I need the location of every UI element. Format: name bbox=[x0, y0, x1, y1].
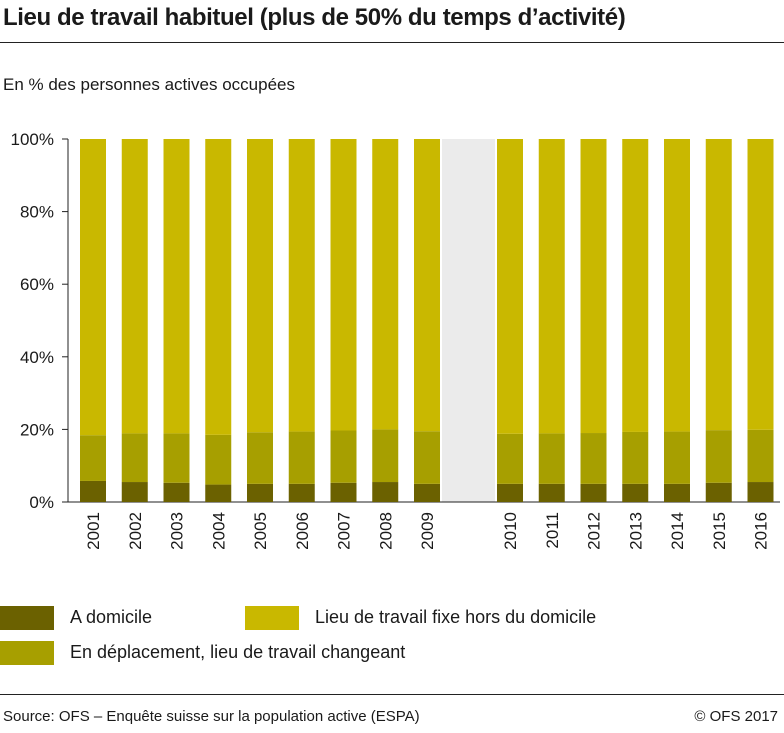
bar-segment-en-deplacement-2001 bbox=[80, 435, 106, 481]
bar-segment-lieu-fixe-2009 bbox=[414, 139, 440, 432]
x-tick-label-2007: 2007 bbox=[335, 512, 354, 550]
x-tick-label-2008: 2008 bbox=[376, 512, 395, 550]
bar-segment-a-domicile-2006 bbox=[288, 483, 315, 502]
x-tick-label-2005: 2005 bbox=[251, 512, 270, 550]
bar-segment-en-deplacement-2005 bbox=[247, 432, 273, 484]
y-tick-label: 100% bbox=[11, 130, 54, 149]
bar-segment-a-domicile-2012 bbox=[580, 483, 607, 502]
bar-segment-en-deplacement-2002 bbox=[121, 433, 148, 483]
bar-segment-en-deplacement-2013 bbox=[622, 431, 649, 484]
series-break-band bbox=[442, 139, 495, 502]
bar-segment-a-domicile-2010 bbox=[497, 483, 523, 502]
bar-segment-en-deplacement-2003 bbox=[163, 433, 190, 483]
x-tick-label-2013: 2013 bbox=[626, 512, 645, 550]
legend-swatch-en-deplacement bbox=[0, 641, 54, 665]
bar-segment-lieu-fixe-2015 bbox=[705, 139, 732, 431]
x-tick-label-2010: 2010 bbox=[501, 512, 520, 550]
footer-divider bbox=[0, 694, 784, 695]
legend-label-lieu-fixe: Lieu de travail fixe hors du domicile bbox=[315, 607, 597, 627]
legend-swatch-a-domicile bbox=[0, 606, 54, 630]
y-tick-label: 60% bbox=[20, 275, 54, 294]
bar-segment-lieu-fixe-2004 bbox=[205, 139, 232, 435]
legend-label-en-deplacement: En déplacement, lieu de travail changean… bbox=[70, 642, 406, 662]
bar-segment-lieu-fixe-2001 bbox=[80, 139, 106, 436]
bar-segment-a-domicile-2004 bbox=[205, 484, 232, 502]
stacked-bar-chart: 0% 20% 40% 60% 80% 100% 2001 2002 2003 2004 2005 20… bbox=[11, 130, 780, 550]
x-tick-label-2009: 2009 bbox=[418, 512, 437, 550]
legend-swatch-lieu-fixe bbox=[245, 606, 299, 630]
bar-segment-a-domicile-2009 bbox=[414, 483, 440, 502]
bar-segment-en-deplacement-2009 bbox=[414, 431, 440, 484]
bar-segment-en-deplacement-2015 bbox=[705, 430, 732, 483]
bar-segment-lieu-fixe-2008 bbox=[372, 139, 399, 430]
y-tick-label: 20% bbox=[20, 420, 54, 439]
bar-segment-a-domicile-2014 bbox=[664, 483, 690, 502]
bar-segment-lieu-fixe-2012 bbox=[580, 139, 607, 434]
bar-segment-lieu-fixe-2006 bbox=[288, 139, 315, 432]
x-tick-label-2014: 2014 bbox=[668, 512, 687, 550]
title-divider bbox=[0, 42, 784, 43]
bar-segment-a-domicile-2015 bbox=[705, 482, 732, 502]
x-tick-label-2011: 2011 bbox=[543, 512, 562, 549]
bar-segment-en-deplacement-2016 bbox=[747, 429, 774, 483]
bar-segment-a-domicile-2007 bbox=[330, 482, 357, 502]
x-tick-label-2015: 2015 bbox=[710, 512, 729, 550]
bar-segment-a-domicile-2003 bbox=[163, 482, 190, 502]
bar-segment-en-deplacement-2012 bbox=[580, 433, 607, 484]
bar-segment-a-domicile-2002 bbox=[121, 482, 148, 502]
chart-title: Lieu de travail habituel (plus de 50% du… bbox=[3, 4, 626, 31]
y-tick-label: 0% bbox=[29, 493, 54, 512]
x-tick-label-2006: 2006 bbox=[293, 512, 312, 550]
bar-segment-lieu-fixe-2003 bbox=[163, 139, 190, 434]
y-tick-label: 40% bbox=[20, 348, 54, 367]
bar-segment-lieu-fixe-2007 bbox=[330, 139, 357, 431]
bar-segment-lieu-fixe-2002 bbox=[121, 139, 148, 434]
x-tick-label-2003: 2003 bbox=[168, 512, 187, 550]
x-tick-label-2016: 2016 bbox=[752, 512, 771, 550]
bar-segment-lieu-fixe-2013 bbox=[622, 139, 649, 432]
bar-segment-lieu-fixe-2010 bbox=[497, 139, 523, 434]
bar-segment-lieu-fixe-2011 bbox=[538, 139, 565, 434]
x-tick-label-2012: 2012 bbox=[585, 512, 604, 550]
bar-segment-en-deplacement-2008 bbox=[372, 429, 399, 483]
copyright-note: © OFS 2017 bbox=[694, 708, 778, 725]
bar-segment-en-deplacement-2006 bbox=[288, 431, 315, 484]
bar-segment-en-deplacement-2011 bbox=[538, 433, 565, 484]
bar-segment-a-domicile-2016 bbox=[747, 482, 774, 502]
bar-segment-en-deplacement-2007 bbox=[330, 430, 357, 483]
bar-segment-lieu-fixe-2016 bbox=[747, 139, 774, 430]
bar-segment-a-domicile-2005 bbox=[247, 483, 273, 502]
bar-segment-a-domicile-2013 bbox=[622, 483, 649, 502]
bar-segment-en-deplacement-2004 bbox=[205, 434, 232, 485]
x-tick-label-2002: 2002 bbox=[126, 512, 145, 550]
bar-segment-a-domicile-2001 bbox=[80, 480, 106, 502]
chart-subtitle: En % des personnes actives occupées bbox=[3, 75, 296, 94]
bar-segment-lieu-fixe-2014 bbox=[664, 139, 690, 432]
legend-label-a-domicile: A domicile bbox=[70, 607, 153, 627]
source-note: Source: OFS – Enquête suisse sur la popu… bbox=[3, 708, 420, 725]
x-tick-label-2001: 2001 bbox=[84, 512, 103, 550]
bar-segment-en-deplacement-2014 bbox=[664, 431, 690, 484]
bar-segment-a-domicile-2008 bbox=[372, 482, 399, 502]
bar-segment-lieu-fixe-2005 bbox=[247, 139, 273, 433]
x-tick-label-2004: 2004 bbox=[209, 512, 228, 550]
bar-segment-a-domicile-2011 bbox=[538, 483, 565, 502]
bar-segment-en-deplacement-2010 bbox=[497, 433, 523, 484]
y-tick-label: 80% bbox=[20, 203, 54, 222]
